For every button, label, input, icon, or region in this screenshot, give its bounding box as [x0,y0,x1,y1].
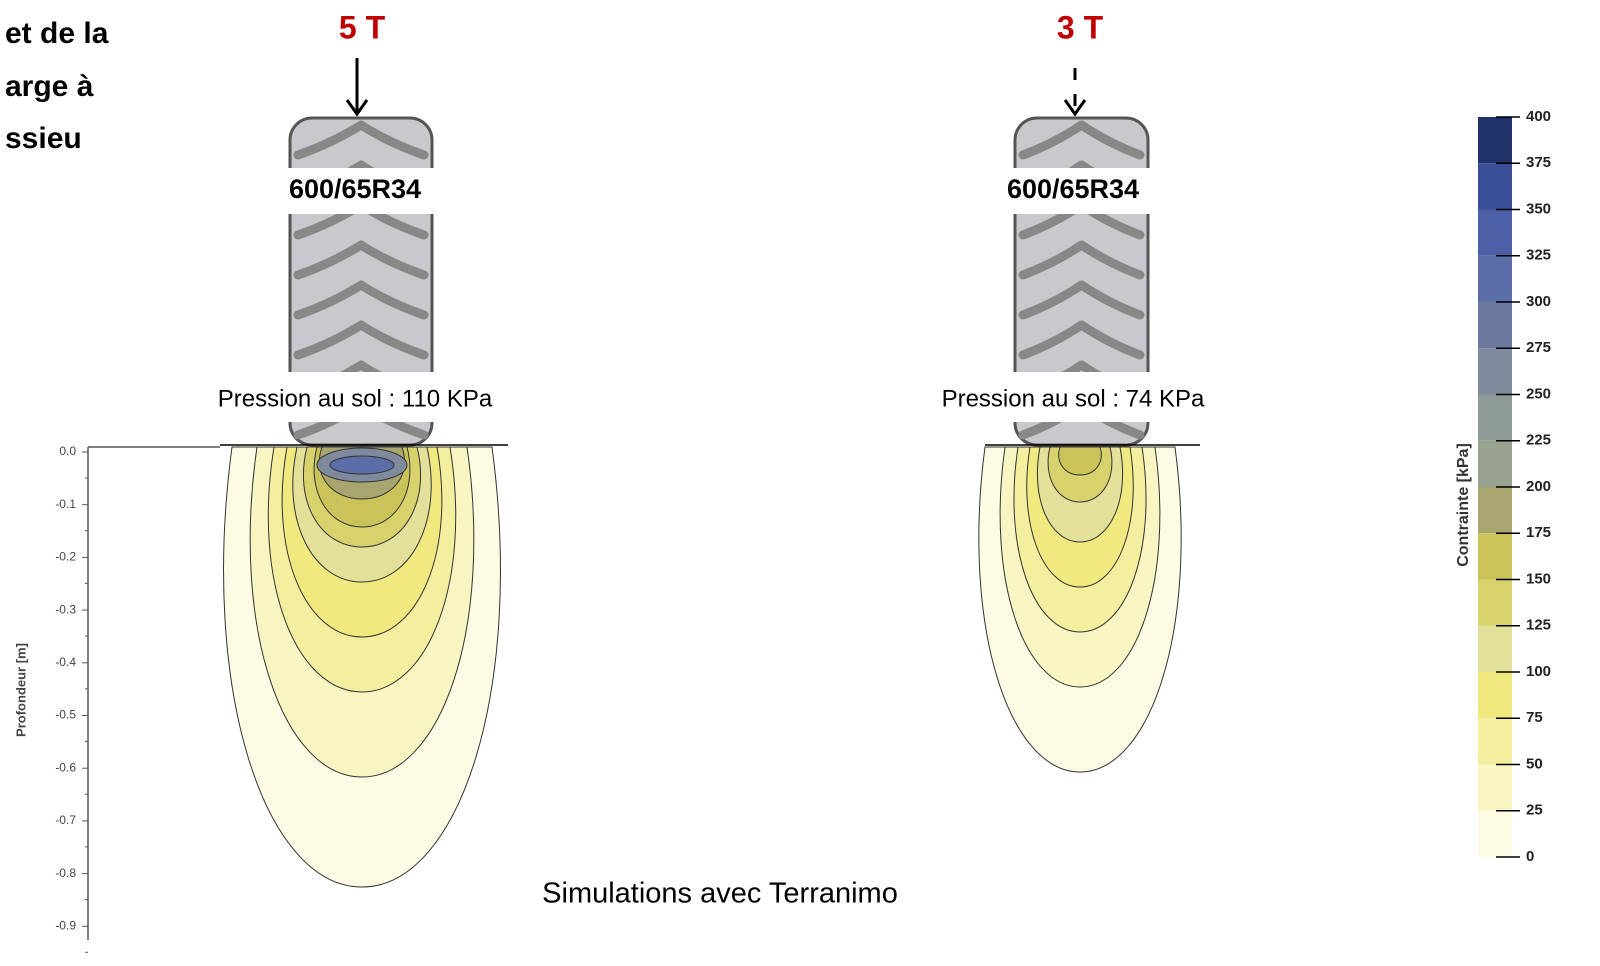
tread [1018,240,1145,280]
arrow-head [345,99,369,117]
colorbar-band [1478,625,1512,672]
colorbar-tick-label: 25 [1526,802,1543,819]
title-line: et de la [5,17,109,50]
colorbar-band [1478,764,1512,811]
label-bg [875,372,1288,422]
colorbar-label: Contrainte [kPa] [1455,443,1472,567]
caption: Simulations avec Terranimo [542,878,898,910]
label-bg [230,168,492,214]
depth-tick-label: -0.7 [55,813,76,827]
colorbar-band [1478,810,1512,857]
depth-tick-label: -0.5 [55,708,76,722]
colorbar-tick-label: 50 [1526,755,1543,772]
colorbar-tick-label: 200 [1526,478,1551,495]
load-label: 5 T [339,9,386,45]
stress-contour [1058,446,1102,476]
colorbar-band [1478,163,1512,210]
label-bg [150,372,572,422]
tread [293,240,429,280]
tread [293,280,429,320]
colorbar-tick-label: 400 [1526,108,1551,125]
colorbar-band [1478,579,1512,626]
colorbar-tick-label: 125 [1526,617,1551,634]
colorbar-tick-label: 250 [1526,385,1551,402]
colorbar-tick-label: 225 [1526,432,1551,449]
title-line: ssieu [5,122,82,155]
arrow-head [1063,99,1087,117]
pressure-label: Pression au sol : 110 KPa [218,385,493,412]
depth-tick-label: 0.0 [59,444,76,458]
depth-tick-label: -0.4 [55,655,76,669]
colorbar-tick-label: 375 [1526,154,1551,171]
tread [293,320,429,360]
colorbar-tick-label: 175 [1526,524,1551,541]
tread [1018,280,1145,320]
colorbar-tick-label: 75 [1526,709,1543,726]
depth-tick-label: -0.8 [55,866,76,880]
colorbar-band [1478,394,1512,441]
colorbar-tick-label: 300 [1526,293,1551,310]
colorbar-band [1478,255,1512,302]
colorbar-band [1478,440,1512,487]
colorbar-tick-label: 150 [1526,570,1551,587]
colorbar-tick-label: 275 [1526,339,1551,356]
colorbar-band [1478,533,1512,580]
tire-label: 600/65R34 [1007,174,1139,204]
depth-tick-label: -0.2 [55,550,76,564]
depth-tick-label: -0.1 [55,497,76,511]
colorbar-tick-label: 100 [1526,663,1551,680]
stress-contour [329,455,395,475]
colorbar-band [1478,302,1512,349]
axis-label: Profondeur [m] [13,643,28,737]
depth-tick-label: -0.6 [55,760,76,774]
tread [1018,320,1145,360]
depth-tick-label: -0.3 [55,602,76,616]
title-line: arge à [5,70,94,103]
colorbar-band [1478,487,1512,534]
pressure-label: Pression au sol : 74 KPa [942,385,1205,412]
colorbar-tick-label: 0 [1526,848,1534,865]
tread [293,120,429,160]
colorbar-tick-label: 350 [1526,200,1551,217]
tire-label: 600/65R34 [289,174,421,204]
colorbar-tick-label: 325 [1526,247,1551,264]
label-bg [955,168,1208,214]
colorbar-band [1478,718,1512,765]
colorbar-band [1478,348,1512,395]
depth-tick-label: -0.9 [55,918,76,932]
colorbar-band [1478,209,1512,256]
colorbar-band [1478,672,1512,719]
colorbar-band [1478,117,1512,164]
load-label: 3 T [1057,9,1104,45]
tread [1018,120,1145,160]
